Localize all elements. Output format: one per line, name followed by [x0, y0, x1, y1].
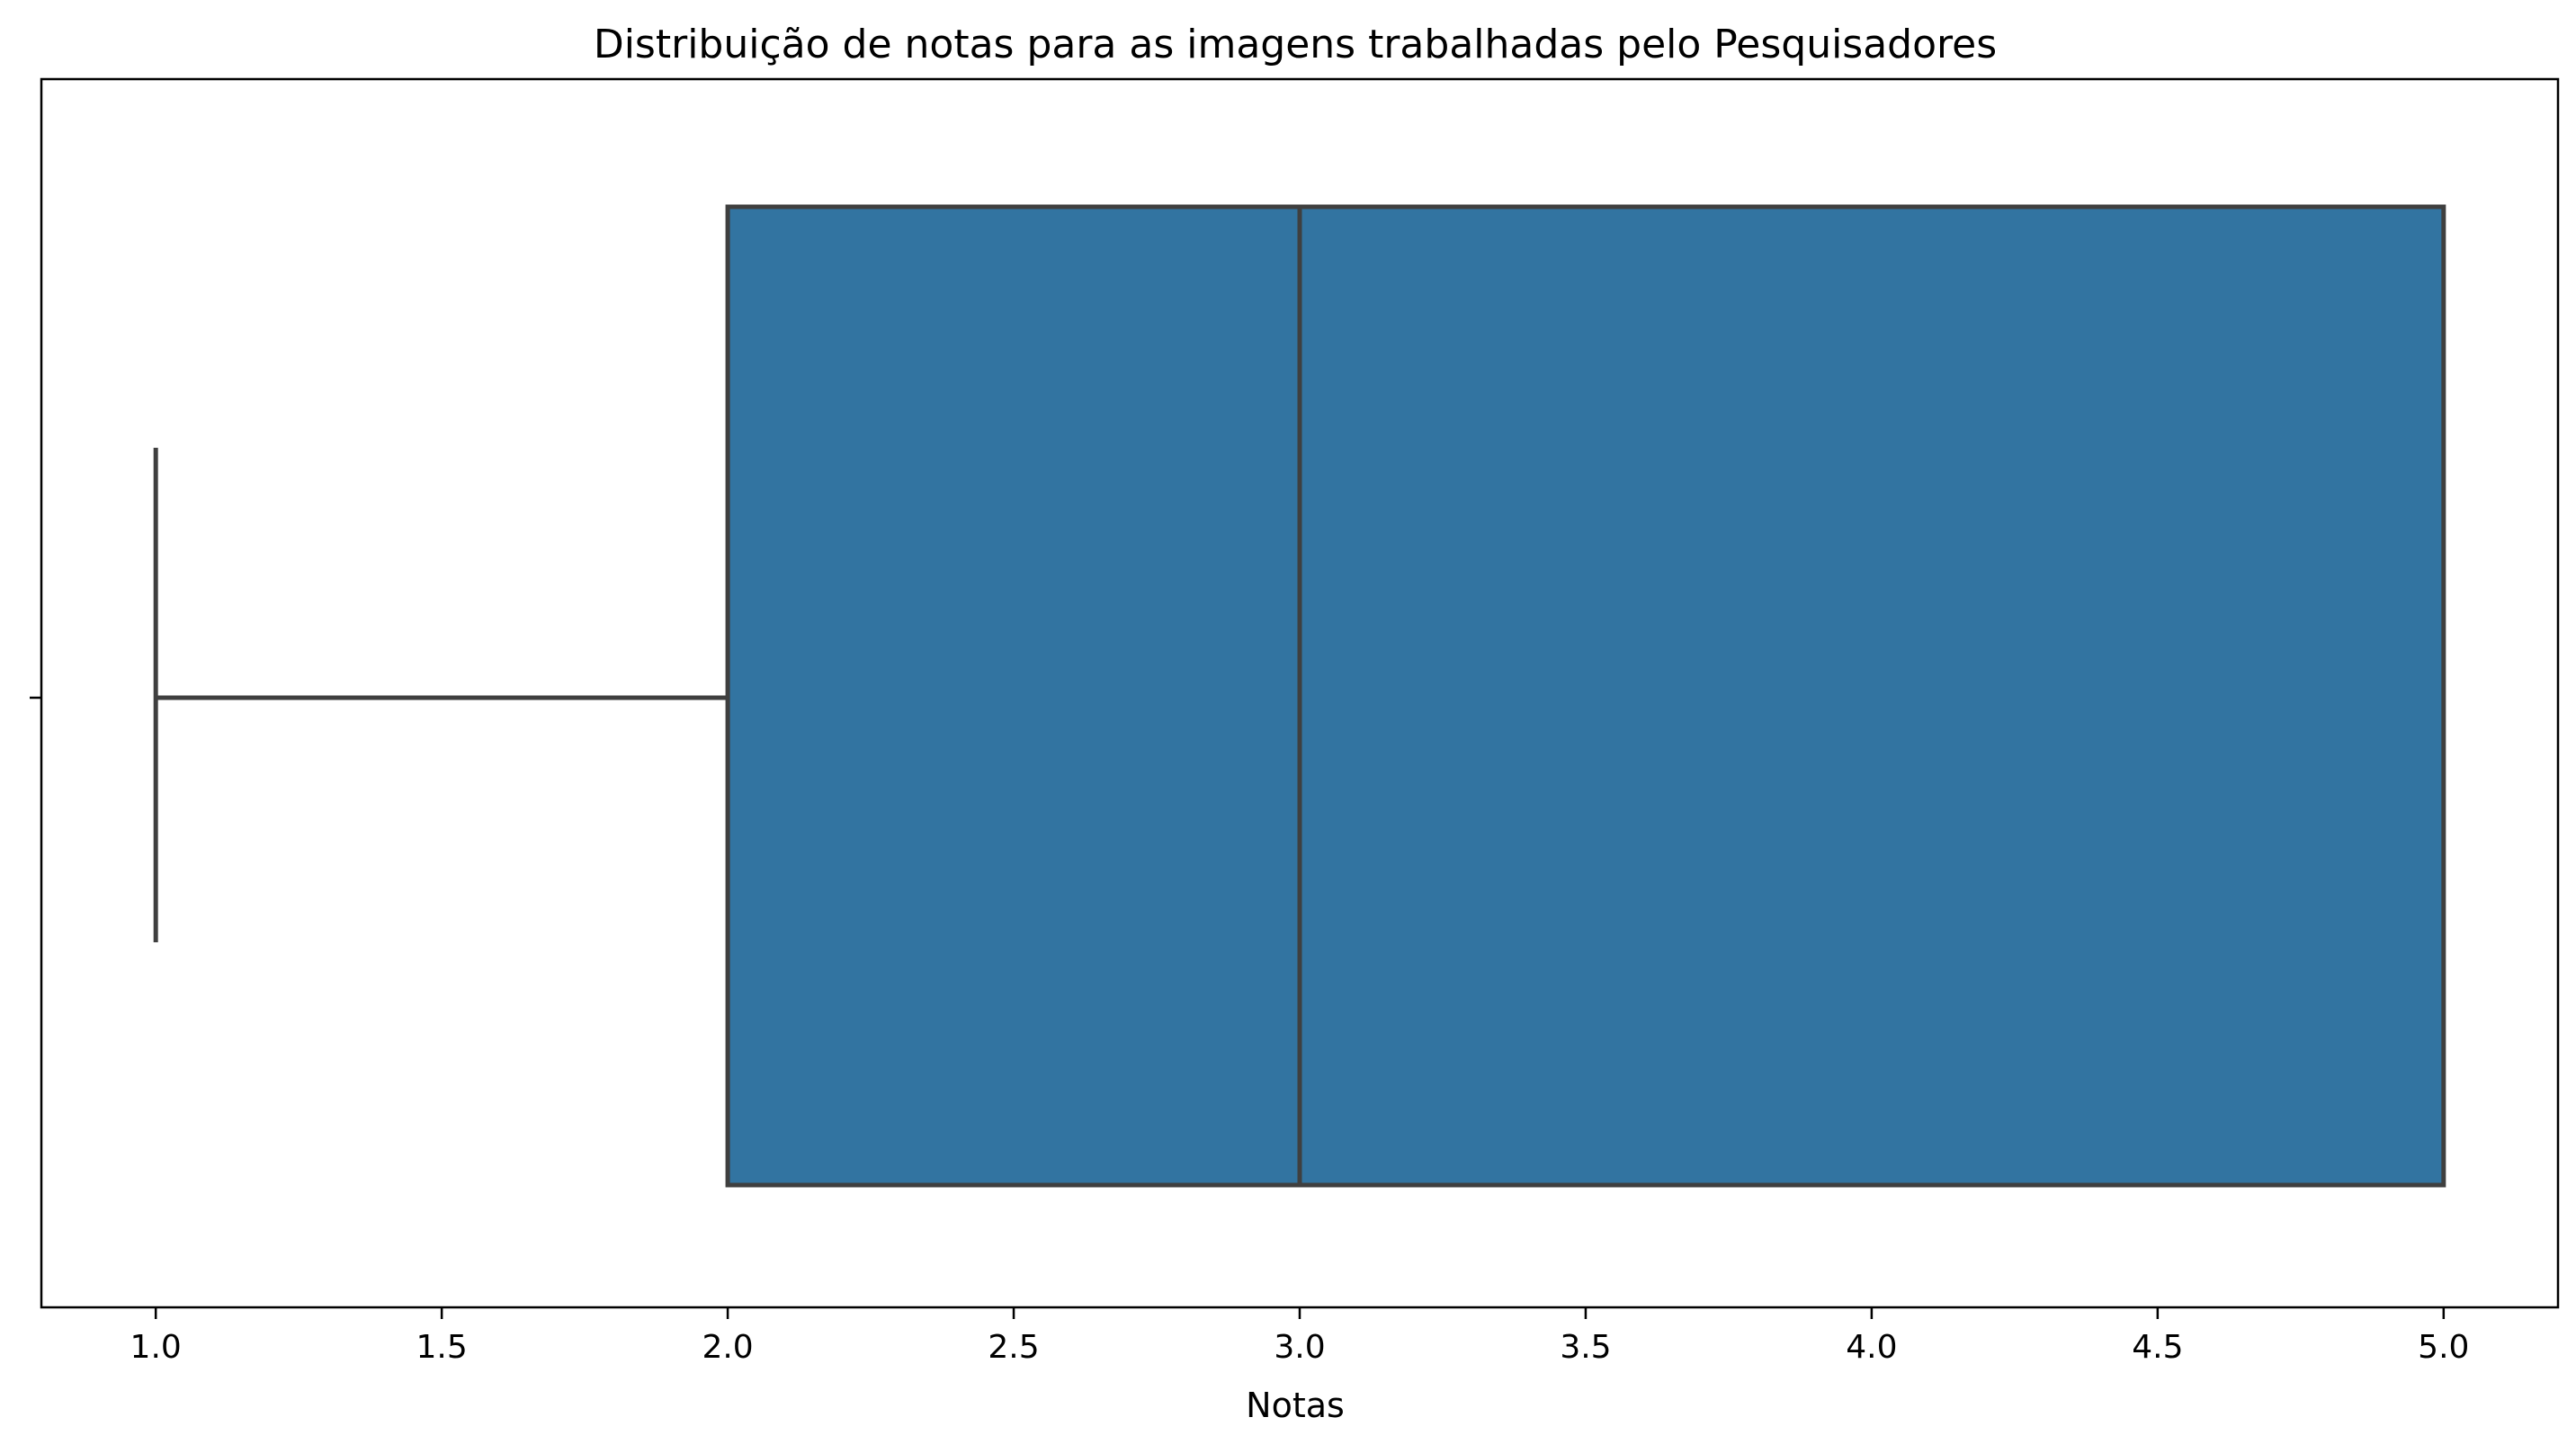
- x-tick-label: 1.0: [130, 1329, 182, 1366]
- x-tick-label: 2.5: [988, 1329, 1039, 1366]
- plot-layer: [153, 204, 2446, 1188]
- x-tick-label: 3.5: [1560, 1329, 1611, 1366]
- x-axis-label: Notas: [1246, 1386, 1345, 1425]
- x-tick-label: 4.5: [2132, 1329, 2183, 1366]
- x-tick-label: 2.0: [702, 1329, 753, 1366]
- box-iqr: [725, 204, 2446, 1188]
- x-tick-label: 4.0: [1846, 1329, 1897, 1366]
- x-tick-label: 5.0: [2418, 1329, 2469, 1366]
- chart-title: Distribuição de notas para as imagens tr…: [594, 22, 1997, 67]
- x-tick-label: 1.5: [416, 1329, 468, 1366]
- x-tick-label: 3.0: [1274, 1329, 1325, 1366]
- x-axis-ticks: 1.0 1.5 2.0 2.5 3.0 3.5 4.0 4.5 5.0: [130, 1307, 2469, 1366]
